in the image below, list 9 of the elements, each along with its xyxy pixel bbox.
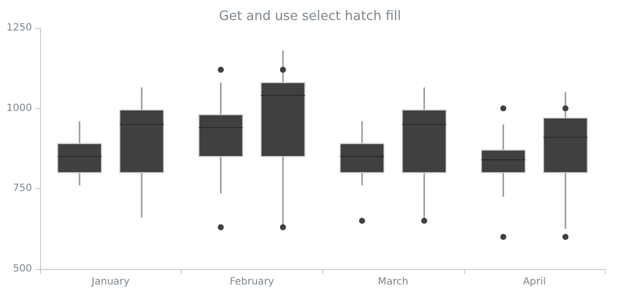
x-tick-label: April: [522, 276, 546, 288]
x-tick-label: February: [230, 276, 274, 288]
y-tick-label: 1250: [6, 22, 32, 34]
y-tick-label: 750: [12, 183, 32, 194]
y-tick-label: 500: [12, 264, 32, 274]
x-tick-label: March: [378, 276, 408, 288]
y-tick-label: 1000: [6, 102, 32, 114]
chart-title: Get and use select hatch fill: [218, 9, 402, 24]
x-tick-label: January: [90, 276, 130, 288]
